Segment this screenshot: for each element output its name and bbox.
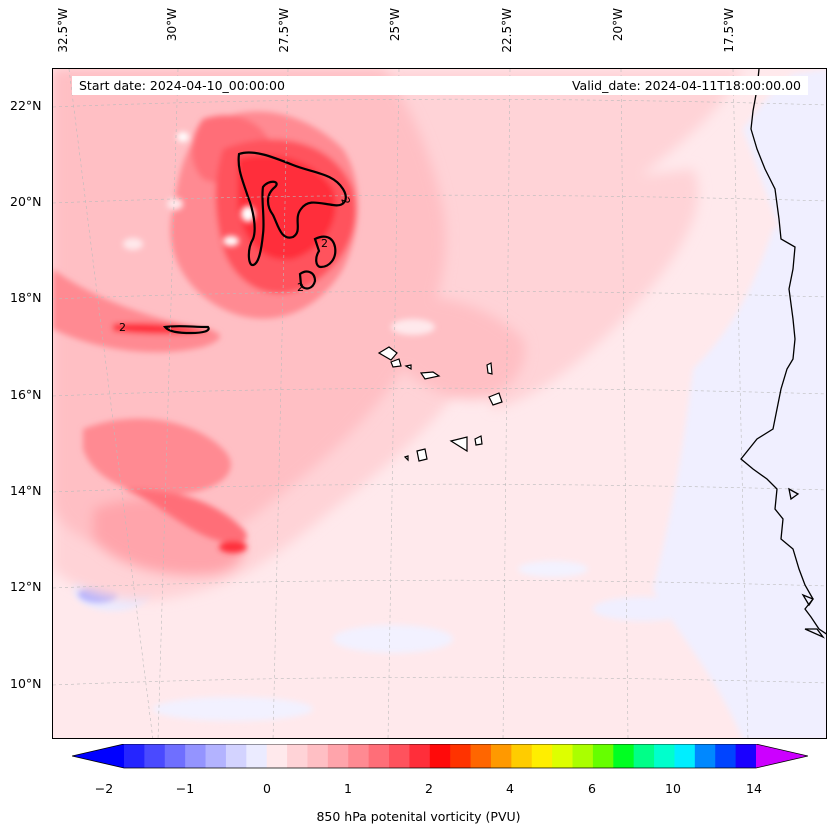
lat-tick-12n: 12°N: [10, 579, 42, 594]
colorbar-segment: [531, 744, 553, 768]
contour-label-2c: 2: [297, 281, 304, 294]
lon-tick-22-5w: 22.5°W: [500, 8, 514, 53]
colorbar-segment: [225, 744, 247, 768]
lat-tick-22n: 22°N: [10, 98, 42, 113]
colorbar-segment: [613, 744, 635, 768]
lon-tick-30w: 30°W: [165, 8, 179, 42]
colorbar-segment: [124, 744, 145, 768]
colorbar-segment: [348, 744, 370, 768]
negative-pv-patches: [68, 69, 826, 738]
colorbar-segment: [389, 744, 410, 768]
contour-label-2b: 2: [321, 237, 328, 250]
pv-contour-2pvu: [162, 151, 347, 335]
valid-date-label: Valid_date: 2024-04-11T18:00:00.00: [571, 78, 801, 93]
colorbar-title: 850 hPa potenital vorticity (PVU): [316, 809, 521, 824]
colorbar-segment: [164, 744, 186, 768]
lon-tick-27-5w: 27.5°W: [277, 8, 291, 53]
colorbar-tick-minus2: −2: [94, 781, 114, 796]
colorbar-segment: [409, 744, 431, 768]
colorbar-tick-minus1: −1: [175, 781, 195, 796]
lon-tick-20w: 20°W: [611, 8, 625, 42]
colorbar-segment: [327, 744, 349, 768]
colorbar-over-arrow: [756, 744, 808, 768]
colorbar-segment: [592, 744, 614, 768]
graticule: [53, 69, 826, 738]
colorbar: [71, 743, 809, 772]
lon-tick-32-5w: 32.5°W: [56, 8, 70, 53]
lat-tick-18n: 18°N: [10, 290, 42, 305]
colorbar-tick-6: 6: [588, 781, 596, 796]
colorbar-tick-10: 10: [665, 781, 681, 796]
colorbar-tick-2: 2: [425, 781, 433, 796]
date-banner: [72, 76, 808, 95]
colorbar-tick-0: 0: [263, 781, 271, 796]
lon-tick-17-5w: 17.5°W: [722, 8, 736, 53]
colorbar-segment: [715, 744, 737, 768]
colorbar-segment: [470, 744, 492, 768]
colorbar-segment: [368, 744, 390, 768]
colorbar-segment: [633, 744, 655, 768]
colorbar-under-arrow: [72, 744, 124, 768]
colorbar-segment: [429, 744, 451, 768]
colorbar-graphic: [71, 743, 809, 769]
contour-label-2a: 2: [338, 196, 353, 207]
colorbar-segment: [490, 744, 512, 768]
colorbar-segment: [694, 744, 716, 768]
colorbar-tick-1: 1: [344, 781, 352, 796]
lat-tick-14n: 14°N: [10, 483, 42, 498]
pv-field-map: 2 2 2 2: [53, 69, 826, 738]
start-date-label: Start date: 2024-04-10_00:00:00: [79, 78, 285, 93]
lon-tick-25w: 25°W: [388, 8, 402, 42]
cape-verde-islands: [377, 346, 503, 462]
colorbar-segment: [552, 744, 574, 768]
colorbar-segment: [511, 744, 533, 768]
map-panel: 2 2 2 2: [52, 68, 827, 739]
colorbar-segment: [572, 744, 594, 768]
africa-coastline: [740, 69, 826, 639]
colorbar-segment: [287, 744, 308, 768]
colorbar-segment: [185, 744, 207, 768]
colorbar-tick-4: 4: [506, 781, 514, 796]
lat-tick-10n: 10°N: [10, 676, 42, 691]
colorbar-segment: [205, 744, 227, 768]
contour-label-2d: 2: [119, 321, 126, 334]
colorbar-segment: [144, 744, 166, 768]
colorbar-tick-14: 14: [746, 781, 762, 796]
lat-tick-20n: 20°N: [10, 194, 42, 209]
colorbar-segment: [246, 744, 268, 768]
colorbar-segment: [266, 744, 288, 768]
contour-labels: 2 2 2 2: [119, 196, 353, 334]
colorbar-segment: [450, 744, 472, 768]
colorbar-segment: [674, 744, 696, 768]
lat-tick-16n: 16°N: [10, 387, 42, 402]
colorbar-segment: [735, 744, 757, 768]
colorbar-segment: [654, 744, 675, 768]
colorbar-segment: [307, 744, 329, 768]
